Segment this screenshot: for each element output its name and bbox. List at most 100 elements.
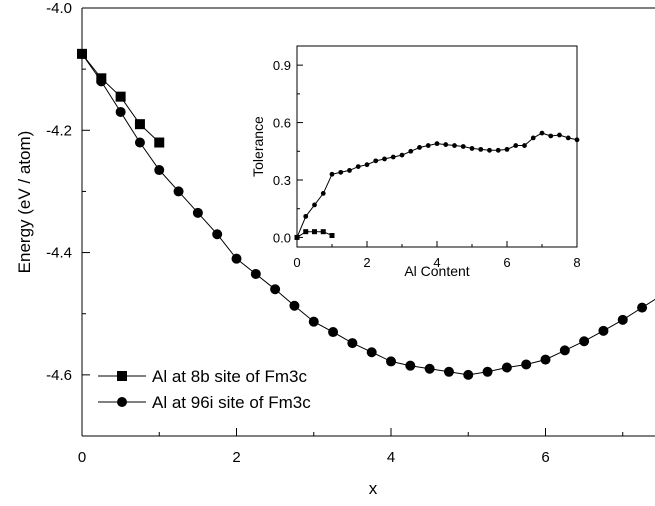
inset-data-point <box>495 147 501 153</box>
inset-data-point <box>478 146 484 152</box>
inset-x-tick-label: 6 <box>503 255 510 270</box>
series-1 <box>77 48 655 380</box>
data-point <box>270 284 281 295</box>
data-point <box>96 76 107 87</box>
data-point <box>289 300 300 311</box>
data-point <box>501 362 512 373</box>
x-tick-label: 4 <box>387 449 395 466</box>
x-tick-label: 6 <box>541 449 549 466</box>
inset-data-point <box>303 213 309 219</box>
inset-data-point <box>425 143 431 148</box>
inset-y-tick-label: 0.9 <box>273 58 291 73</box>
data-point <box>598 325 609 336</box>
x-tick-label: 0 <box>78 449 86 466</box>
data-point <box>405 360 416 371</box>
inset-x-tick-label: 4 <box>433 255 440 270</box>
legend-label: Al at 96i site of Fm3c <box>152 393 311 412</box>
data-point <box>540 354 551 365</box>
data-point <box>192 207 203 218</box>
inset-data-point <box>574 137 580 143</box>
inset-data-point <box>434 141 440 147</box>
inset-x-axis-title: Al Content <box>404 263 469 279</box>
series-0 <box>77 48 165 148</box>
inset-plot: 0 2 4 6 8 0.0 0.3 0.6 0.9 Al Content Tolerance <box>250 45 581 279</box>
inset-x-tick-label: 8 <box>573 255 580 270</box>
y-tick-label: -4.4 <box>46 245 72 262</box>
data-point <box>617 314 628 325</box>
data-point <box>328 327 339 338</box>
data-point <box>482 366 493 377</box>
y-tick-label: -4.0 <box>46 0 72 17</box>
data-point <box>212 229 223 240</box>
data-point <box>173 186 184 197</box>
inset-plot-frame <box>296 45 578 248</box>
inset-y-tick-label: 0.0 <box>273 230 291 245</box>
inset-data-point <box>329 171 335 177</box>
inset-data-point <box>312 229 317 235</box>
data-point <box>366 347 377 358</box>
inset-y-axis-title: Tolerance <box>250 116 266 177</box>
legend: Al at 8b site of Fm3c Al at 96i site of F… <box>98 367 311 412</box>
inset-data-point <box>294 235 300 240</box>
inset-data-point <box>443 142 449 147</box>
inset-x-tick-label: 2 <box>363 255 370 270</box>
inset-data-point <box>548 133 554 139</box>
data-point <box>347 338 358 349</box>
inset-data-point <box>460 144 466 149</box>
data-point <box>424 363 435 374</box>
inset-data-point <box>329 233 335 239</box>
data-point <box>443 366 454 377</box>
inset-data-point <box>338 169 344 175</box>
inset-data-point <box>522 143 527 148</box>
legend-item: Al at 8b site of Fm3c <box>98 367 307 386</box>
data-point <box>579 336 590 347</box>
data-point <box>134 119 145 130</box>
legend-label: Al at 8b site of Fm3c <box>152 367 307 386</box>
data-point <box>463 369 474 380</box>
inset-y-tick-label: 0.3 <box>273 173 291 188</box>
data-point <box>115 91 126 102</box>
inset-x-tick-label: 0 <box>293 255 300 270</box>
legend-marker <box>117 371 127 381</box>
inset-data-point <box>355 164 361 170</box>
inset-data-point <box>373 158 379 164</box>
data-point <box>115 106 126 117</box>
inset-data-point <box>320 191 326 196</box>
inset-data-point <box>408 148 414 154</box>
data-point <box>308 316 319 327</box>
inset-data-point <box>347 168 352 173</box>
inset-data-point <box>539 130 545 136</box>
inset-series-1 <box>294 130 580 240</box>
inset-y-tick-label: 0.6 <box>273 116 291 131</box>
x-axis-title: x <box>369 479 378 498</box>
inset-data-point <box>417 145 422 150</box>
inset-data-point <box>557 132 562 138</box>
inset-data-point <box>487 147 492 153</box>
data-point <box>231 253 242 264</box>
y-tick-label: -4.2 <box>46 122 72 139</box>
inset-data-point <box>469 146 475 151</box>
inset-data-point <box>452 143 457 148</box>
data-point <box>386 356 396 367</box>
data-point <box>154 137 165 148</box>
inset-data-point <box>364 162 370 168</box>
y-tick-label: -4.6 <box>46 367 72 384</box>
data-point <box>250 268 261 279</box>
data-point <box>559 345 570 356</box>
inset-data-point <box>565 135 571 141</box>
legend-item: Al at 96i site of Fm3c <box>98 393 311 412</box>
inset-data-point <box>399 152 405 158</box>
inset-data-point <box>320 229 326 235</box>
inset-data-point <box>303 229 309 235</box>
data-point <box>521 359 532 370</box>
x-tick-label: 2 <box>232 449 240 466</box>
inset-data-point <box>513 143 519 148</box>
inset-data-point <box>390 154 396 160</box>
inset-data-point <box>530 135 536 141</box>
data-point <box>77 48 87 59</box>
main-plot: 0 2 4 6 8 -4.6 -4.4 -4.2 -4.0 x Energy (eV / atom)… <box>15 0 655 498</box>
data-point <box>637 302 648 313</box>
inset-data-point <box>504 146 510 152</box>
legend-marker <box>117 397 127 407</box>
